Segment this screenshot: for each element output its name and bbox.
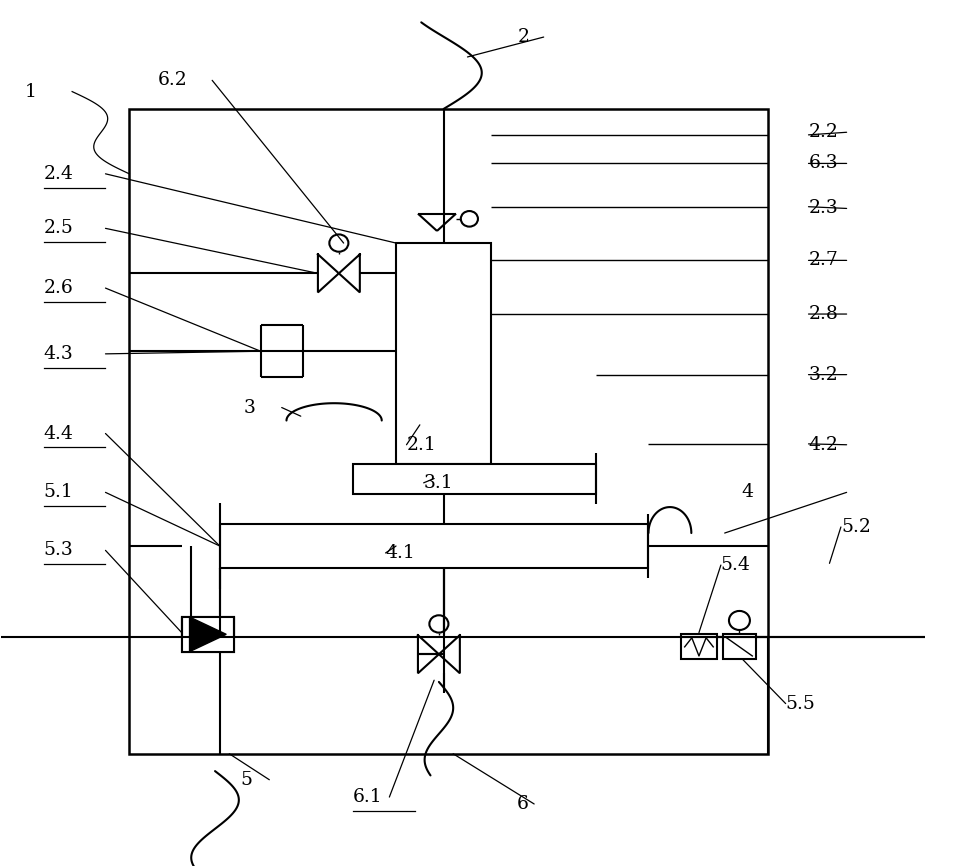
Text: 2: 2 [517,28,530,46]
Bar [680,635,717,660]
Text: 6: 6 [517,795,528,813]
Text: 6.3: 6.3 [807,154,838,173]
Text: 3.2: 3.2 [807,366,838,383]
Text: 2.1: 2.1 [406,436,436,453]
Polygon shape [190,617,226,652]
Text: 1: 1 [25,82,36,101]
Text: 5: 5 [240,771,253,789]
Text: 2.3: 2.3 [807,199,838,218]
Text: 4.1: 4.1 [385,544,415,562]
Text: 6.2: 6.2 [157,71,188,89]
Text: 5.5: 5.5 [785,694,815,713]
Text: 2.8: 2.8 [807,305,838,323]
Text: 4: 4 [741,484,753,501]
Bar [353,464,596,494]
Bar [181,617,233,652]
Text: 5.2: 5.2 [840,518,870,536]
Polygon shape [317,254,338,292]
Text: 5.4: 5.4 [720,556,750,574]
Bar [395,243,491,464]
Bar [722,635,756,660]
Bar [219,525,648,568]
Polygon shape [190,617,226,652]
Text: 6.1: 6.1 [353,788,382,806]
Text: 3: 3 [243,399,255,416]
Text: 4.2: 4.2 [807,436,838,453]
Bar [130,109,767,753]
Text: 4.4: 4.4 [44,425,73,442]
Text: 5.1: 5.1 [44,484,73,501]
Text: 2.5: 2.5 [44,219,73,238]
Text: 2.6: 2.6 [44,279,73,297]
Text: 5.3: 5.3 [44,541,73,559]
Text: 2.7: 2.7 [807,251,838,270]
Bar [181,617,233,652]
Polygon shape [438,636,459,674]
Text: 3.1: 3.1 [423,474,453,492]
Polygon shape [417,636,438,674]
Text: 2.4: 2.4 [44,165,73,183]
Polygon shape [338,254,359,292]
Text: 4.3: 4.3 [44,345,73,363]
Text: 2.2: 2.2 [807,123,838,141]
